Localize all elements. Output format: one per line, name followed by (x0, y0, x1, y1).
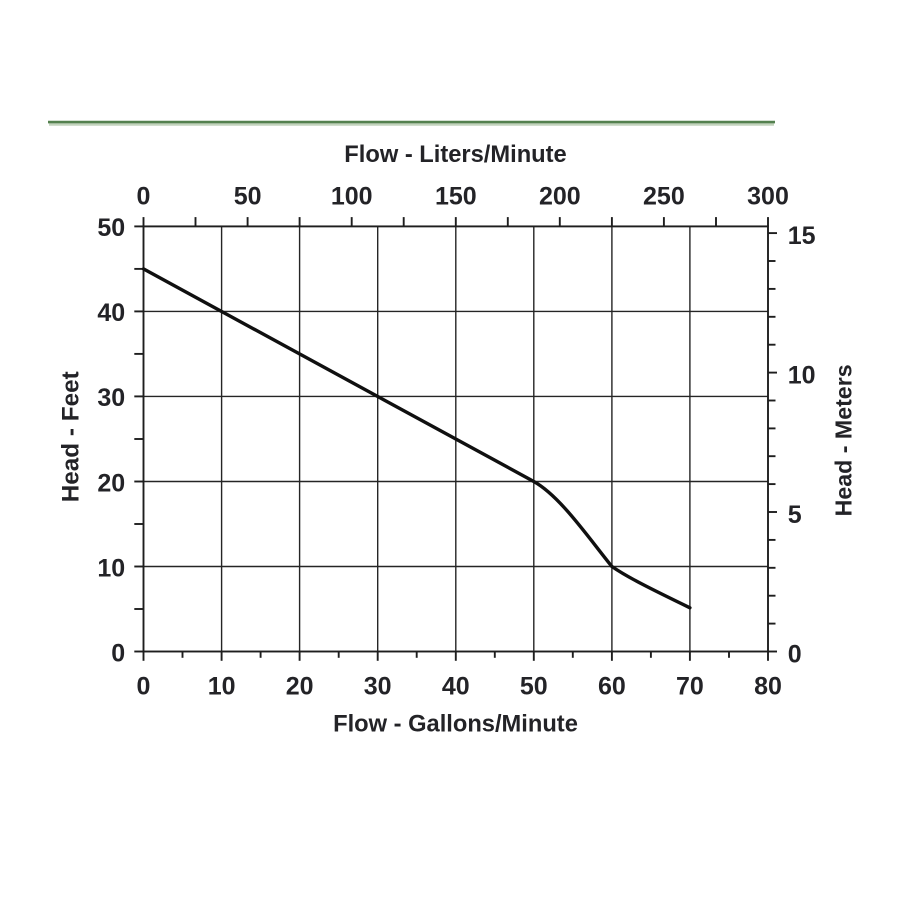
svg-text:10: 10 (97, 554, 125, 582)
svg-text:40: 40 (97, 299, 125, 327)
svg-text:150: 150 (435, 183, 477, 211)
svg-text:10: 10 (208, 672, 236, 700)
svg-text:0: 0 (111, 639, 125, 667)
svg-text:80: 80 (754, 672, 782, 700)
svg-text:70: 70 (676, 672, 704, 700)
svg-text:Flow - Liters/Minute: Flow - Liters/Minute (344, 142, 566, 168)
svg-text:30: 30 (364, 672, 392, 700)
svg-text:60: 60 (598, 672, 626, 700)
svg-text:50: 50 (97, 214, 125, 242)
svg-text:40: 40 (442, 672, 470, 700)
svg-text:Flow - Gallons/Minute: Flow - Gallons/Minute (333, 712, 578, 738)
svg-text:Head - Meters: Head - Meters (830, 364, 856, 516)
svg-text:100: 100 (331, 183, 373, 211)
svg-text:200: 200 (539, 183, 581, 211)
svg-text:20: 20 (286, 672, 314, 700)
svg-text:Head - Feet: Head - Feet (58, 371, 85, 502)
svg-text:0: 0 (788, 640, 802, 668)
svg-text:5: 5 (788, 501, 802, 529)
svg-text:300: 300 (747, 183, 789, 211)
svg-text:30: 30 (97, 384, 125, 412)
svg-text:0: 0 (137, 183, 151, 211)
svg-text:20: 20 (97, 469, 125, 497)
svg-text:10: 10 (788, 361, 816, 389)
svg-text:15: 15 (788, 222, 816, 250)
svg-text:250: 250 (643, 183, 685, 211)
svg-text:0: 0 (137, 672, 151, 700)
svg-text:50: 50 (520, 672, 548, 700)
svg-text:50: 50 (234, 183, 262, 211)
